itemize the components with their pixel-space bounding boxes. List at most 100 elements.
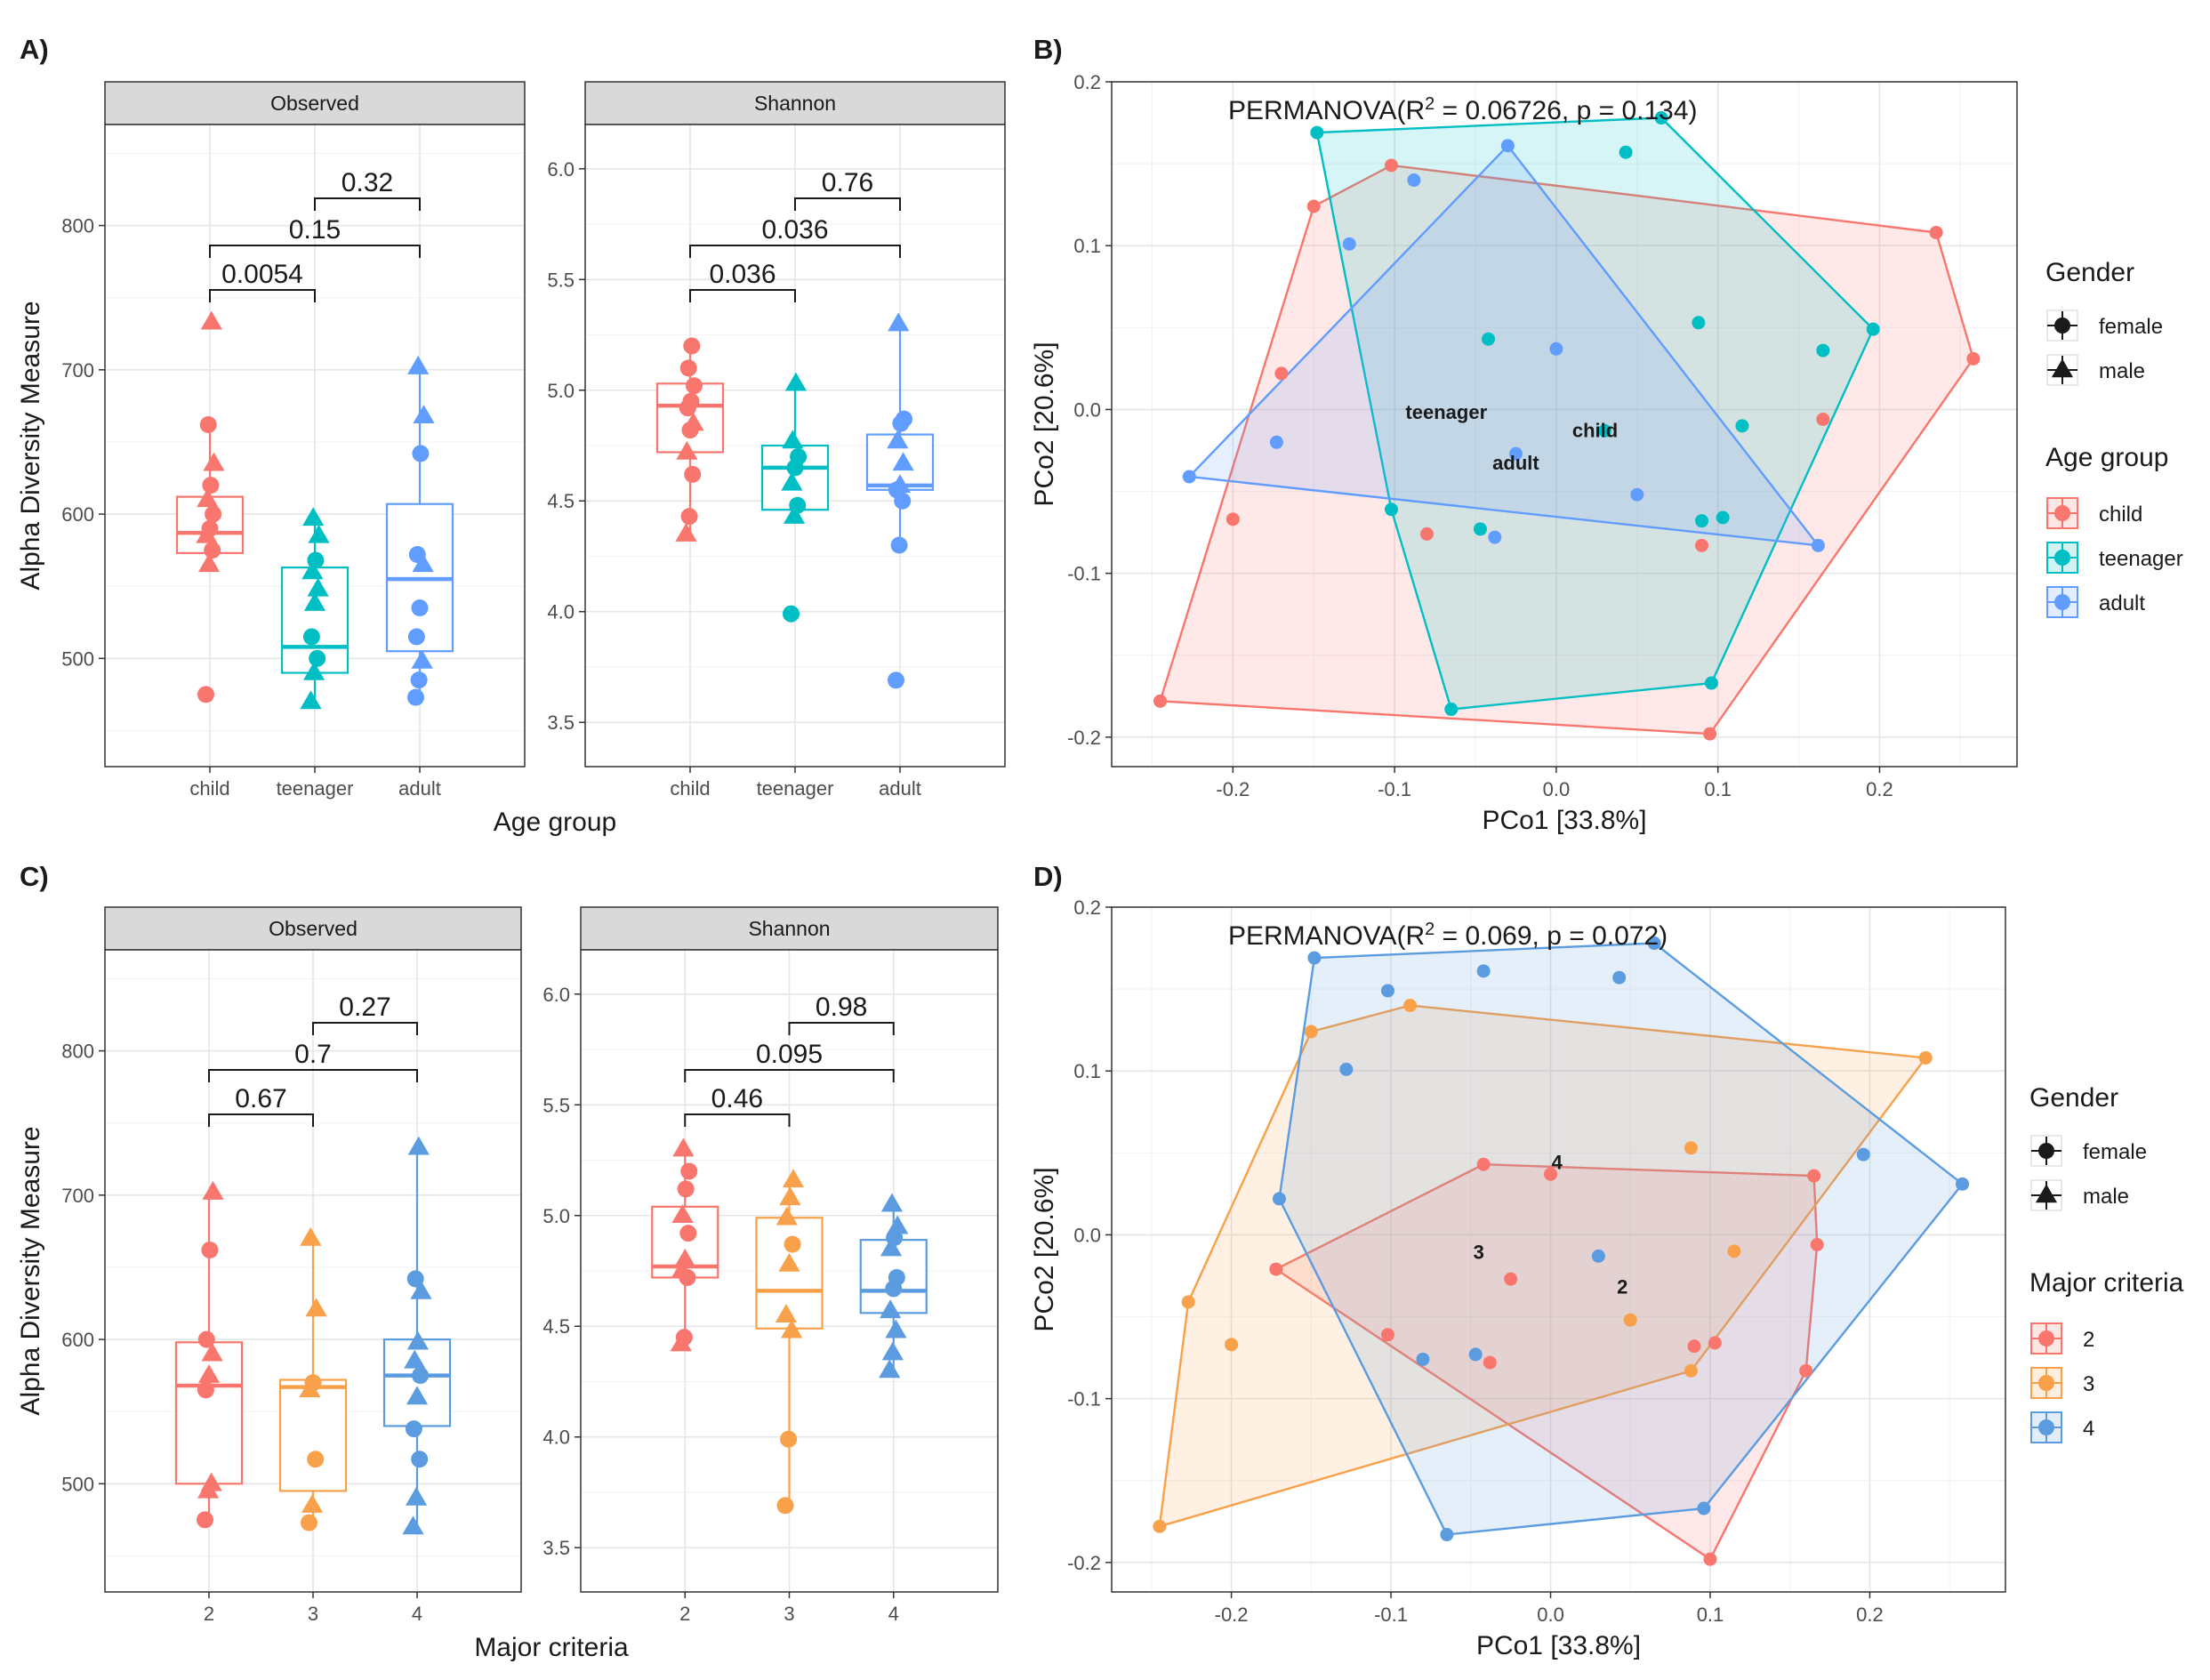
- data-point-triangle: [671, 1259, 693, 1279]
- data-point-circle: [202, 477, 220, 494]
- sample-point: [1727, 1244, 1741, 1258]
- sample-point: [1444, 703, 1459, 717]
- sample-point: [1697, 1501, 1711, 1515]
- sample-point: [1704, 676, 1718, 690]
- centroid-label: teenager: [1405, 401, 1487, 423]
- data-point-circle: [407, 688, 424, 706]
- y-tick-label: 0.2: [1073, 71, 1101, 93]
- sample-point: [1384, 502, 1398, 517]
- legend-label-gender: male: [2083, 1185, 2129, 1209]
- data-point-triangle: [203, 452, 225, 471]
- comparison-bracket: 0.46: [684, 1084, 791, 1127]
- data-point-triangle: [300, 1226, 322, 1246]
- legend-triangle-shape: [2051, 358, 2074, 378]
- y-tick-label: -0.2: [1067, 1552, 1101, 1574]
- data-point-circle: [784, 1235, 801, 1253]
- data-point-triangle: [301, 1494, 324, 1513]
- x-tick-label: 4: [412, 1603, 422, 1625]
- sample-point: [1703, 1552, 1717, 1566]
- data-point-triangle: [880, 1193, 904, 1212]
- y-tick-label: 4.0: [547, 601, 575, 623]
- data-point-circle: [411, 1451, 429, 1468]
- data-point-triangle: [303, 661, 325, 680]
- p-value-label: 0.67: [235, 1084, 286, 1113]
- data-point-triangle: [407, 1136, 430, 1155]
- sample-point: [1407, 173, 1421, 188]
- y-tick-label: 0.1: [1073, 1060, 1101, 1082]
- sample-point: [1549, 342, 1563, 356]
- sample-point: [1153, 694, 1168, 708]
- y-tick-label: 0.0: [1073, 1224, 1101, 1246]
- data-point-triangle: [307, 577, 329, 597]
- p-value-label: 0.036: [761, 215, 828, 245]
- sample-point: [1684, 1141, 1698, 1155]
- legend-key-2: [2030, 1322, 2062, 1354]
- sample-point: [1440, 1528, 1454, 1542]
- legend-key-child: [2046, 497, 2078, 529]
- legend-label-gender: female: [2099, 315, 2163, 339]
- x-tick-label: 4: [888, 1603, 899, 1625]
- data-point-triangle: [202, 1180, 224, 1200]
- comparison-bracket: 0.095: [684, 1040, 895, 1082]
- data-point-circle: [204, 542, 221, 559]
- sample-point: [1339, 1062, 1354, 1076]
- data-point-triangle: [407, 355, 430, 374]
- data-point-circle: [201, 519, 219, 537]
- legend-key-male: [2030, 1179, 2062, 1211]
- data-point-circle: [890, 536, 908, 554]
- y-tick-label: 6.0: [547, 158, 575, 181]
- legend-title-gender: Gender: [2029, 1083, 2118, 1113]
- sample-point: [1274, 366, 1289, 381]
- data-point-circle: [789, 496, 807, 514]
- data-point-circle: [405, 1420, 422, 1438]
- panel-letter-b: B): [1033, 34, 1063, 65]
- data-point-triangle: [881, 1341, 904, 1361]
- sample-point: [1306, 199, 1321, 213]
- data-point-circle: [686, 377, 703, 395]
- sample-point: [1403, 999, 1418, 1013]
- legend-circle-shape: [2038, 1143, 2054, 1159]
- facet-1: Shannon 3.5 4.0 4.5 5.0 5.5 6.0 child teenager ad…: [547, 81, 1006, 800]
- sample-point: [1508, 446, 1523, 461]
- sample-point: [1816, 343, 1830, 358]
- legend-key-adult: [2046, 586, 2078, 618]
- legend-label-gender: male: [2099, 359, 2145, 383]
- x-tick-label: -0.2: [1216, 778, 1250, 800]
- data-point-triangle: [782, 1169, 805, 1188]
- x-tick-label: adult: [398, 777, 441, 800]
- data-point-triangle: [778, 1252, 800, 1272]
- legend-label-group: 2: [2083, 1328, 2094, 1352]
- sample-point: [1225, 1338, 1239, 1352]
- legend: Gender female male Age group child teenager ad…: [2045, 258, 2183, 618]
- x-tick-label: 2: [204, 1603, 214, 1625]
- y-tick-label: 0.2: [1073, 896, 1101, 919]
- sample-point: [1966, 351, 1981, 366]
- sample-point: [1956, 1177, 1970, 1191]
- sample-point: [1380, 1328, 1394, 1342]
- sample-point: [1630, 487, 1644, 502]
- bracket-line: [689, 289, 796, 302]
- bracket-line: [209, 289, 316, 302]
- data-point-circle: [408, 545, 426, 563]
- y-tick-label: 700: [61, 359, 94, 382]
- legend-circle-shape: [2038, 1330, 2054, 1346]
- data-point-triangle: [200, 310, 222, 330]
- data-point-circle: [309, 649, 326, 667]
- panel-letter-c: C): [20, 861, 49, 892]
- p-value-label: 0.27: [339, 993, 390, 1022]
- facet-strip: [104, 81, 526, 125]
- data-point-circle: [407, 628, 425, 646]
- data-point-triangle: [404, 1349, 426, 1369]
- y-tick-label: 4.5: [547, 490, 575, 512]
- data-point-triangle: [406, 1386, 429, 1405]
- comparison-bracket: 0.32: [314, 168, 421, 211]
- y-tick-label: -0.1: [1067, 563, 1101, 585]
- sample-point: [1612, 970, 1627, 985]
- x-tick-label: 3: [308, 1603, 318, 1625]
- sample-point: [1504, 1272, 1518, 1286]
- y-tick-label: 0.1: [1073, 235, 1101, 257]
- sample-point: [1692, 316, 1706, 330]
- data-point-triangle: [880, 1299, 902, 1319]
- data-point-triangle: [671, 1204, 694, 1224]
- facet-1: Shannon 3.5 4.0 4.5 5.0 5.5 6.0 2 3 4 0.46 0.095 0.9…: [542, 906, 999, 1625]
